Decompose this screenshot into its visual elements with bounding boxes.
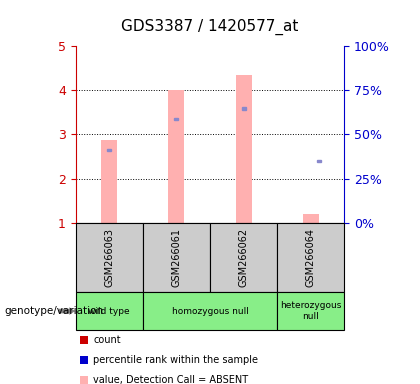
Text: GSM266061: GSM266061 <box>171 228 181 287</box>
Bar <box>168 90 184 223</box>
Text: genotype/variation: genotype/variation <box>4 306 103 316</box>
Text: heterozygous
null: heterozygous null <box>280 301 341 321</box>
Bar <box>236 75 252 223</box>
Text: wild type: wild type <box>88 306 130 316</box>
Bar <box>317 160 321 162</box>
Bar <box>101 140 117 223</box>
Text: value, Detection Call = ABSENT: value, Detection Call = ABSENT <box>93 375 248 384</box>
Text: percentile rank within the sample: percentile rank within the sample <box>93 355 258 365</box>
Bar <box>107 149 111 151</box>
Text: count: count <box>93 335 121 345</box>
Bar <box>174 118 178 120</box>
Text: GDS3387 / 1420577_at: GDS3387 / 1420577_at <box>121 19 299 35</box>
Text: GSM266063: GSM266063 <box>104 228 114 287</box>
Bar <box>241 108 246 110</box>
Text: GSM266062: GSM266062 <box>239 228 249 287</box>
Bar <box>303 214 319 223</box>
Text: GSM266064: GSM266064 <box>306 228 316 287</box>
Text: homozygous null: homozygous null <box>171 306 249 316</box>
